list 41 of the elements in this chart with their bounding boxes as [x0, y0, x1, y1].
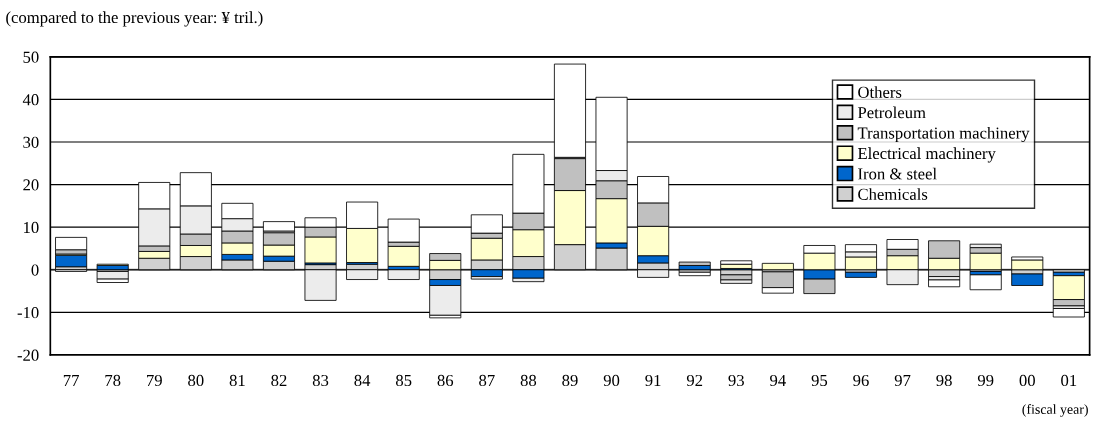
x-tick-label: 82	[271, 374, 287, 387]
legend-label: Iron & steel	[858, 167, 937, 180]
x-tick-label: 85	[395, 374, 412, 387]
legend-label: Electrical machinery	[857, 147, 996, 163]
y-tick-label: 40	[22, 94, 39, 106]
x-tick-label: 00	[1019, 374, 1035, 387]
y-tick-label: 10	[24, 221, 39, 234]
x-tick-label: 86	[437, 374, 454, 387]
x-tick-label: 95	[811, 374, 828, 387]
x-tick-label: 80	[188, 374, 204, 387]
legend-label: Others	[858, 86, 902, 98]
x-tick-label: 97	[894, 374, 911, 387]
x-tick-label: 83	[312, 374, 329, 387]
legend-label: Petroleum	[857, 106, 926, 119]
x-tick-label: 79	[147, 374, 162, 387]
y-tick-label: -20	[17, 349, 39, 361]
x-tick-label: 96	[853, 374, 869, 387]
x-tick-label: 84	[354, 374, 371, 387]
x-tick-label: 01	[1061, 374, 1077, 387]
y-tick-label: 0	[31, 264, 39, 276]
x-tick-label: 98	[936, 374, 952, 387]
x-tick-label: 77	[63, 375, 79, 386]
x-tick-label: 94	[770, 374, 786, 387]
x-tick-label: 92	[686, 374, 703, 387]
y-tick-label: 30	[23, 136, 39, 148]
x-tick-label: 93	[728, 374, 744, 387]
legend-label: Chemicals	[858, 188, 928, 200]
y-tick-label: -10	[17, 307, 39, 319]
y-axis-title: (compared to the previous year: ¥ tril.)	[6, 11, 263, 27]
x-tick-label: 78	[105, 374, 121, 387]
x-tick-label: 99	[977, 374, 994, 387]
x-tick-label: 89	[562, 374, 578, 387]
legend-label: Transportation machinery	[857, 126, 1030, 143]
x-tick-label: 87	[479, 374, 495, 387]
x-tick-label: 88	[520, 374, 537, 387]
x-tick-label: 90	[603, 374, 620, 387]
y-tick-label: 50	[23, 51, 39, 63]
x-tick-label: 81	[229, 374, 245, 387]
x-axis-title: (fiscal year)	[1022, 404, 1088, 417]
x-tick-label: 91	[645, 374, 661, 387]
y-tick-label: 20	[23, 179, 39, 191]
